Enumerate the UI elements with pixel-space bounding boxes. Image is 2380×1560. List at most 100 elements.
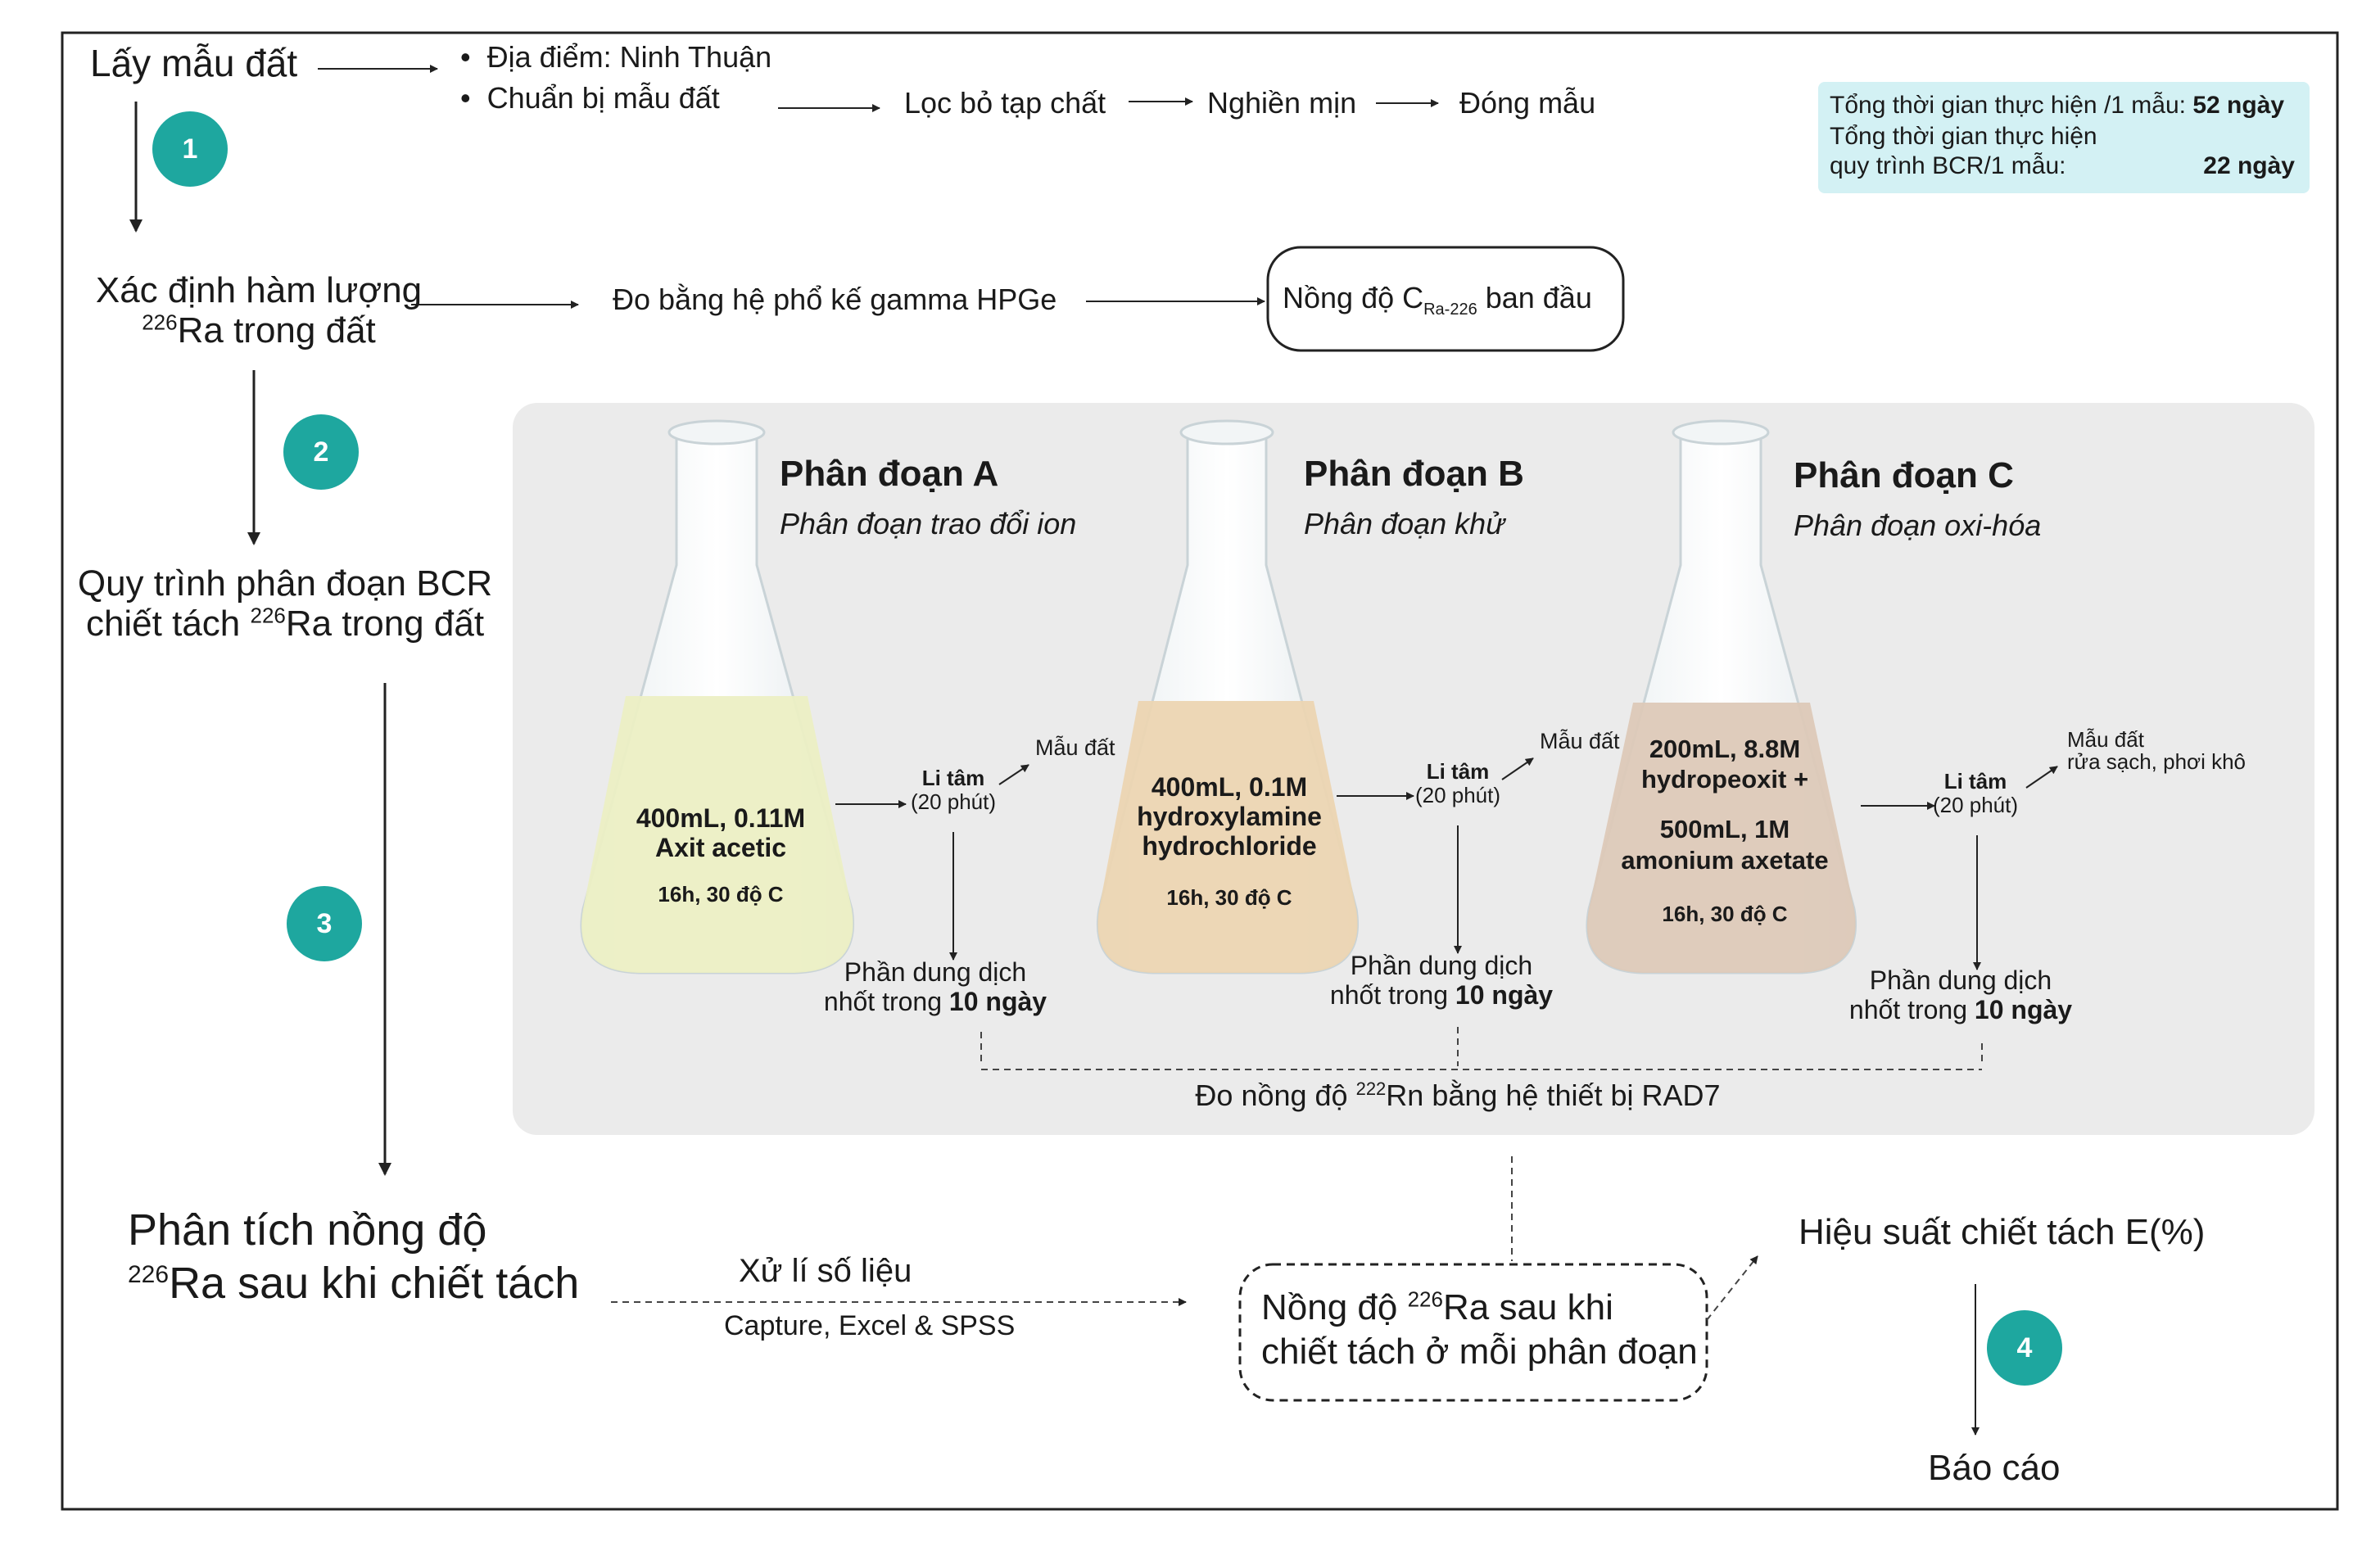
step-number: 4 bbox=[2016, 1332, 2033, 1363]
arrow-a-to-soil bbox=[998, 764, 1029, 785]
centrifuge-label: Li tâm bbox=[1943, 769, 2007, 794]
step3-title-rest: Ra trong đất bbox=[285, 604, 485, 644]
time-summary-box: Tổng thời gian thực hiện /1 mẫu: 52 ngày… bbox=[1818, 82, 2310, 193]
step4-title-line2: 226Ra sau khi chiết tách bbox=[128, 1257, 579, 1310]
step3-title: Quy trình phân đoạn BCR chiết tách 226Ra… bbox=[75, 563, 495, 644]
reagent-line: Axit acetic bbox=[654, 832, 787, 862]
fraction-a-subtitle: Phân đoạn trao đổi ion bbox=[780, 507, 1077, 540]
centrifuge-time: (20 phút) bbox=[1414, 783, 1501, 808]
centrifuge-label: Li tâm bbox=[1426, 759, 1490, 784]
rad7-bracket bbox=[980, 1027, 1983, 1070]
step3-title-line1: Quy trình phân đoạn BCR bbox=[77, 563, 493, 604]
dashed-to-efficiency bbox=[1706, 1255, 1758, 1321]
step3-title-line2: chiết tách 226Ra trong đất bbox=[75, 604, 495, 644]
fraction-c-centrifuge: Li tâm (20 phút) bbox=[1926, 769, 2025, 818]
liquid-days: 10 ngày bbox=[948, 986, 1047, 1016]
fraction-a-reagent: 400mL, 0.11M Axit acetic bbox=[606, 803, 835, 863]
step-number: 3 bbox=[316, 907, 333, 939]
fraction-a-centrifuge: Li tâm (20 phút) bbox=[904, 766, 1002, 814]
liquid-line2: nhốt trong 10 ngày bbox=[821, 986, 1050, 1017]
bcr-time-value: 22 ngày bbox=[2203, 152, 2295, 179]
isotope-mark: 222 bbox=[1355, 1078, 1387, 1099]
chain-grind: Nghiền mịn bbox=[1207, 86, 1357, 120]
final-result-text: Nồng độ 226Ra sau khi chiết tách ở mỗi p… bbox=[1261, 1286, 1698, 1373]
reagent-line: hydrochloride bbox=[1142, 830, 1317, 861]
reagent-line: 400mL, 0.11M bbox=[636, 803, 806, 833]
outer-frame bbox=[61, 31, 2339, 1511]
report-label: Báo cáo bbox=[1928, 1448, 2061, 1488]
gamma-method: Đo bằng hệ phổ kế gamma HPGe bbox=[613, 283, 1057, 316]
step2-title-line2: 226Ra trong đất bbox=[79, 310, 439, 350]
isotope-mark: 226 bbox=[1407, 1286, 1443, 1312]
sampling-bullet-location: • Địa điểm: Ninh Thuận bbox=[460, 40, 772, 74]
processing-tools: Capture, Excel & SPSS bbox=[724, 1310, 1016, 1341]
isotope-mark: 226 bbox=[142, 310, 178, 335]
gamma-result-box bbox=[1266, 246, 1625, 352]
gamma-result-post: ban đầu bbox=[1477, 281, 1592, 314]
time-line3-label: quy trình BCR/1 mẫu: bbox=[1830, 152, 2066, 179]
final-result-box bbox=[1238, 1263, 1708, 1402]
fraction-b-subtitle: Phân đoạn khử bbox=[1304, 507, 1505, 540]
flask-c bbox=[1586, 419, 1857, 974]
rad7-label: Đo nồng độ 222Rn bằng hệ thiết bị RAD7 bbox=[1147, 1078, 1769, 1112]
efficiency-label: Hiệu suất chiết tách E(%) bbox=[1799, 1212, 2206, 1252]
liquid-line2: nhốt trong 10 ngày bbox=[1846, 994, 2075, 1025]
arrow-c-to-soil bbox=[2025, 766, 2058, 789]
fraction-b-centrifuge: Li tâm (20 phút) bbox=[1409, 759, 1507, 808]
step-badge-4: 4 bbox=[1987, 1310, 2062, 1386]
isotope-mark: 226 bbox=[128, 1260, 170, 1288]
step-number: 2 bbox=[313, 436, 329, 468]
reagent-line: 200mL, 8.8M bbox=[1649, 735, 1801, 763]
reagent-line: 400mL, 0.1M bbox=[1151, 772, 1308, 802]
fraction-a-soil: Mẫu đất bbox=[1035, 735, 1115, 760]
rad7-pre: Đo nồng độ bbox=[1195, 1078, 1356, 1112]
step-badge-3: 3 bbox=[287, 886, 362, 961]
step1-title: Lấy mẫu đất bbox=[90, 42, 298, 84]
step4-title-rest: Ra sau khi chiết tách bbox=[169, 1258, 580, 1308]
liquid-line1: Phần dung dịch bbox=[1350, 951, 1533, 980]
fraction-b-soil: Mẫu đất bbox=[1540, 729, 1620, 753]
fraction-a-title: Phân đoạn A bbox=[780, 454, 999, 494]
fraction-a-condition: 16h, 30 độ C bbox=[658, 882, 784, 907]
fraction-a-liquid: Phần dung dịch nhốt trong 10 ngày bbox=[821, 957, 1050, 1017]
chain-filter: Lọc bỏ tạp chất bbox=[904, 86, 1106, 120]
final-result-line1: Nồng độ 226Ra sau khi bbox=[1261, 1286, 1698, 1330]
fraction-b-condition: 16h, 30 độ C bbox=[1166, 885, 1292, 910]
fraction-c-reagent: 200mL, 8.8M hydropeoxit + 500mL, 1M amon… bbox=[1610, 734, 1839, 875]
sampling-bullet-prepare: • Chuẩn bị mẫu đất bbox=[460, 81, 720, 115]
step2-title-rest: Ra trong đất bbox=[177, 310, 376, 351]
gamma-result: Nồng độ CRa-226 ban đầu bbox=[1283, 281, 1592, 319]
liquid-line2-pre: nhốt trong bbox=[1848, 994, 1975, 1024]
soil-label: Mẫu đất bbox=[2067, 727, 2144, 752]
reagent-line: hydropeoxit + bbox=[1640, 765, 1809, 794]
liquid-line1: Phần dung dịch bbox=[1869, 965, 2052, 995]
centrifuge-label: Li tâm bbox=[921, 766, 985, 790]
chain-pack: Đóng mẫu bbox=[1459, 86, 1596, 120]
fraction-c-condition: 16h, 30 độ C bbox=[1662, 902, 1788, 926]
soil-extra: rửa sạch, phơi khô bbox=[2067, 749, 2247, 775]
step-badge-1: 1 bbox=[152, 111, 228, 187]
liquid-days: 10 ngày bbox=[1455, 979, 1554, 1010]
total-time-value: 52 ngày bbox=[2192, 92, 2285, 119]
step3-title-pre: chiết tách bbox=[85, 604, 251, 644]
fraction-b-reagent: 400mL, 0.1M hydroxylamine hydrochloride bbox=[1111, 772, 1348, 861]
reagent-line: 500mL, 1M bbox=[1659, 815, 1790, 844]
liquid-line2-pre: nhốt trong bbox=[823, 986, 949, 1016]
reagent-line: hydroxylamine bbox=[1137, 801, 1322, 831]
gamma-result-sub: Ra-226 bbox=[1423, 301, 1477, 319]
fraction-c-title: Phân đoạn C bbox=[1794, 455, 2014, 495]
centrifuge-time: (20 phút) bbox=[1932, 793, 2019, 818]
step-number: 1 bbox=[182, 133, 198, 165]
final-result-line2: chiết tách ở mỗi phân đoạn bbox=[1261, 1331, 1698, 1372]
prepare-text: Chuẩn bị mẫu đất bbox=[486, 81, 720, 115]
step-badge-2: 2 bbox=[283, 414, 359, 490]
bcr-panel bbox=[513, 403, 2314, 1135]
liquid-days: 10 ngày bbox=[1974, 994, 2073, 1024]
time-line1: Tổng thời gian thực hiện /1 mẫu: 52 ngày bbox=[1830, 92, 2284, 120]
location-text: Địa điểm: Ninh Thuận bbox=[486, 40, 772, 74]
liquid-line2-pre: nhốt trong bbox=[1329, 979, 1455, 1010]
centrifuge-time: (20 phút) bbox=[910, 789, 997, 815]
gamma-result-pre: Nồng độ C bbox=[1283, 281, 1424, 314]
final-result-pre: Nồng độ bbox=[1261, 1287, 1408, 1327]
